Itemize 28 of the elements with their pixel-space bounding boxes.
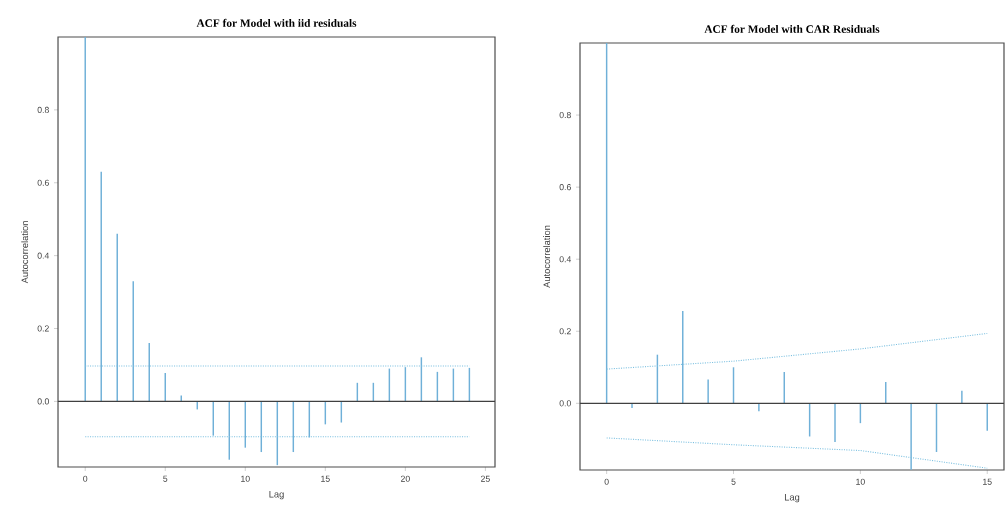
chart-title: ACF for Model with CAR Residuals (704, 24, 880, 33)
y-tick-label: 0.6 (559, 184, 571, 191)
x-tick-label: 25 (481, 475, 490, 482)
y-tick-label: 0.0 (559, 400, 571, 407)
x-tick-label: 5 (163, 475, 168, 482)
x-axis-title: Lag (784, 493, 800, 503)
line-series (606, 437, 988, 469)
y-tick-label: 0.8 (559, 112, 571, 119)
x-tick-label: 10 (856, 478, 865, 485)
x-tick-label: 20 (400, 475, 410, 482)
x-axis-title: Lag (269, 490, 284, 500)
x-tick-label: 0 (83, 475, 88, 482)
x-tick-label: 15 (321, 475, 330, 482)
x-tick-label: 10 (241, 475, 250, 482)
y-tick-label: 0.8 (37, 106, 49, 113)
y-tick-label: 0.2 (559, 328, 571, 335)
y-tick-label: 0.0 (37, 398, 49, 405)
chart-title: ACF for Model with iid residuals (196, 18, 357, 27)
y-tick-label: 0.2 (37, 325, 49, 332)
y-tick-label: 0.4 (37, 252, 50, 259)
y-tick-label: 0.6 (37, 179, 49, 186)
y-tick-label: 0.4 (559, 256, 572, 263)
line-series (606, 332, 988, 370)
x-tick-label: 5 (731, 478, 736, 485)
x-tick-label: 0 (604, 478, 609, 485)
x-tick-label: 15 (983, 478, 992, 485)
y-axis-title: Autocorrelation (21, 221, 29, 284)
y-axis-title: Autocorrelation (543, 225, 551, 288)
